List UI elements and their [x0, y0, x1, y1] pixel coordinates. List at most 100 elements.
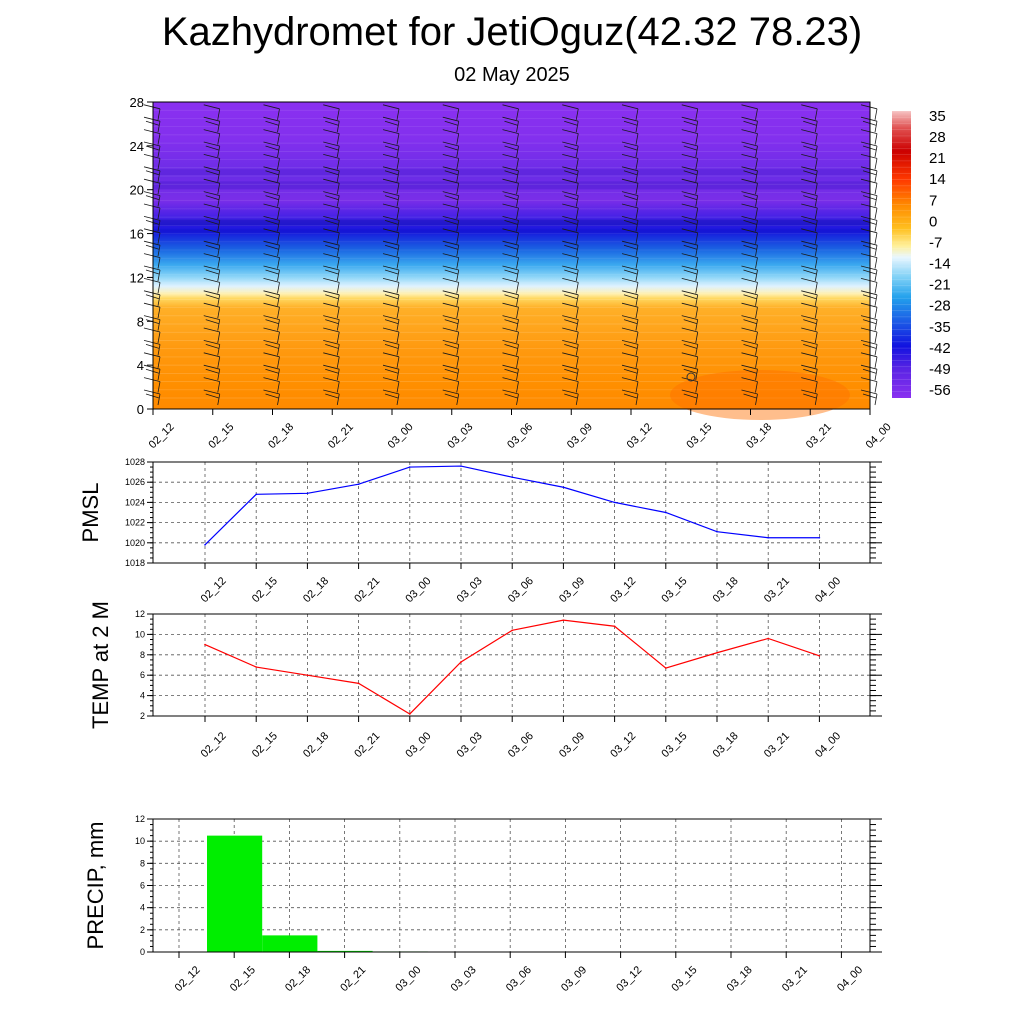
- wind-barb-staff: [755, 282, 758, 294]
- wind-barb-staff: [456, 319, 460, 331]
- x-tick-label: 02_12: [173, 964, 203, 994]
- wind-barb-flag: [502, 228, 519, 234]
- wind-barb-staff: [575, 331, 579, 344]
- wind-barb-staff: [814, 319, 818, 331]
- wind-barb-staff: [396, 269, 400, 282]
- wind-barb-flag: [502, 278, 519, 283]
- wind-barb-flag: [683, 393, 697, 399]
- wind-barb-staff: [396, 307, 400, 319]
- wind-barb-staff: [635, 307, 639, 319]
- wind-barb-flag: [205, 269, 219, 275]
- wind-barb-flag: [621, 178, 639, 184]
- wind-barb-flag: [564, 393, 578, 399]
- precip-y-axis-label: PRECIP, mm: [83, 822, 108, 950]
- wind-barb-flag: [562, 327, 579, 333]
- wind-barb-staff: [217, 269, 221, 282]
- x-tick-label: 03_09: [557, 575, 587, 605]
- wind-barb-staff: [575, 319, 579, 331]
- wind-barb-flag: [143, 116, 161, 122]
- x-tick-label: 03_06: [506, 730, 536, 760]
- wind-barb-flag: [325, 220, 339, 225]
- data-point: [613, 501, 616, 504]
- wind-barb-flag: [325, 294, 339, 300]
- wind-barb-flag: [143, 216, 161, 221]
- wind-barb-flag: [683, 368, 697, 374]
- y-tick-label: 28: [130, 95, 144, 110]
- wind-barb-flag: [741, 240, 758, 246]
- wind-barb-flag: [623, 269, 638, 275]
- wind-barb-flag: [743, 393, 757, 399]
- wind-barb-flag: [325, 368, 339, 374]
- wind-barb-flag: [741, 302, 758, 308]
- wind-barb-flag: [323, 178, 340, 184]
- x-tick-label: 03_00: [403, 730, 433, 760]
- wind-barb-flag: [203, 191, 220, 196]
- wind-barb-flag: [502, 389, 519, 395]
- wind-barb-flag: [442, 302, 459, 308]
- wind-barb-flag: [860, 253, 878, 258]
- data-point: [818, 655, 821, 657]
- wind-barb-flag: [323, 141, 340, 147]
- wind-barb-flag: [741, 178, 758, 184]
- wind-barb-flag: [860, 116, 878, 122]
- wind-barb-flag: [502, 166, 519, 172]
- data-point: [511, 629, 513, 632]
- wind-barb-staff: [336, 257, 340, 269]
- wind-barb-flag: [143, 240, 161, 246]
- x-tick-label: 02_15: [250, 730, 280, 760]
- wind-barb-flag: [444, 170, 458, 176]
- wind-barb-staff: [277, 369, 280, 381]
- wind-barb-flag: [504, 368, 518, 374]
- wind-barb-flag: [801, 290, 818, 296]
- wind-barb-staff: [336, 108, 340, 120]
- wind-barb-staff: [217, 344, 221, 356]
- data-point: [357, 682, 360, 685]
- wind-barb-staff: [456, 282, 460, 294]
- wind-barb-staff: [575, 269, 579, 282]
- wind-barb-flag: [743, 294, 757, 300]
- wind-barb-staff: [695, 369, 699, 381]
- wind-barb-flag: [502, 191, 519, 196]
- y-tick-label: 1022: [125, 518, 145, 528]
- wind-barb-flag: [502, 340, 519, 345]
- wind-barb-staff: [516, 257, 519, 269]
- wind-barb-staff: [874, 158, 878, 170]
- wind-barb-flag: [384, 170, 399, 176]
- wind-barb-flag: [442, 265, 459, 271]
- wind-barb-flag: [562, 129, 579, 134]
- wind-barb-flag: [205, 393, 219, 399]
- wind-barb-staff: [755, 207, 758, 220]
- wind-barb-staff: [575, 232, 579, 244]
- wind-barb-staff: [695, 183, 699, 195]
- data-point: [204, 544, 206, 546]
- wind-barb-staff: [755, 356, 758, 368]
- wind-barb-flag: [203, 116, 220, 122]
- colorbar-label: -14: [929, 256, 951, 273]
- wind-barb-staff: [157, 195, 161, 207]
- wind-barb-staff: [456, 183, 460, 195]
- colorbar-label: -7: [929, 234, 942, 251]
- wind-barb-staff: [575, 369, 579, 381]
- wind-barb-flag: [801, 104, 818, 110]
- wind-barb-flag: [803, 120, 817, 126]
- wind-barb-flag: [801, 216, 818, 221]
- wind-barb-staff: [874, 195, 878, 207]
- data-point: [357, 483, 360, 486]
- wind-barb-flag: [323, 154, 340, 159]
- x-tick-label: 03_06: [505, 421, 535, 451]
- wind-barb-staff: [695, 294, 699, 306]
- wind-barb-staff: [695, 282, 699, 294]
- wind-barb-flag: [143, 191, 161, 196]
- wind-barb-staff: [277, 121, 280, 133]
- wind-barb-staff: [516, 245, 519, 257]
- wind-barb-staff: [695, 381, 699, 393]
- x-tick-label: 03_09: [559, 964, 589, 994]
- wind-barb-flag: [442, 340, 459, 345]
- wind-barb-flag: [562, 389, 579, 395]
- wind-barb-flag: [562, 116, 579, 122]
- wind-barb-staff: [695, 257, 699, 269]
- y-tick-label: 1028: [125, 457, 145, 467]
- wind-barb-flag: [203, 178, 220, 184]
- wind-barb-flag: [801, 364, 818, 370]
- wind-barb-flag: [803, 220, 817, 225]
